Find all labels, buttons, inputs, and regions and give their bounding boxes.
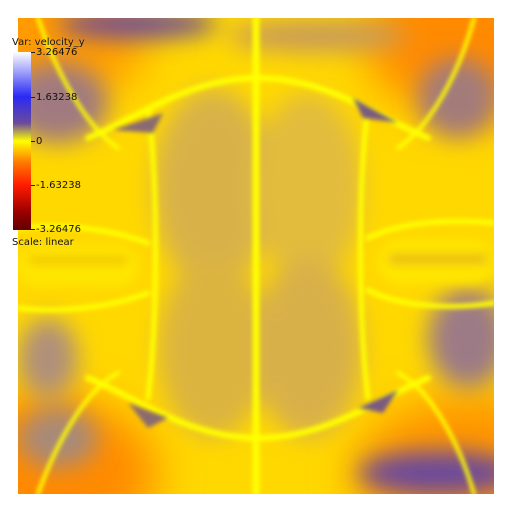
velocity-field-image bbox=[18, 18, 494, 494]
side-bands bbox=[18, 240, 494, 286]
velocity-field-plot[interactable] bbox=[18, 18, 494, 494]
vortex-wedges bbox=[113, 98, 398, 428]
central-lobes bbox=[153, 88, 363, 438]
purple-streaks bbox=[18, 18, 494, 494]
